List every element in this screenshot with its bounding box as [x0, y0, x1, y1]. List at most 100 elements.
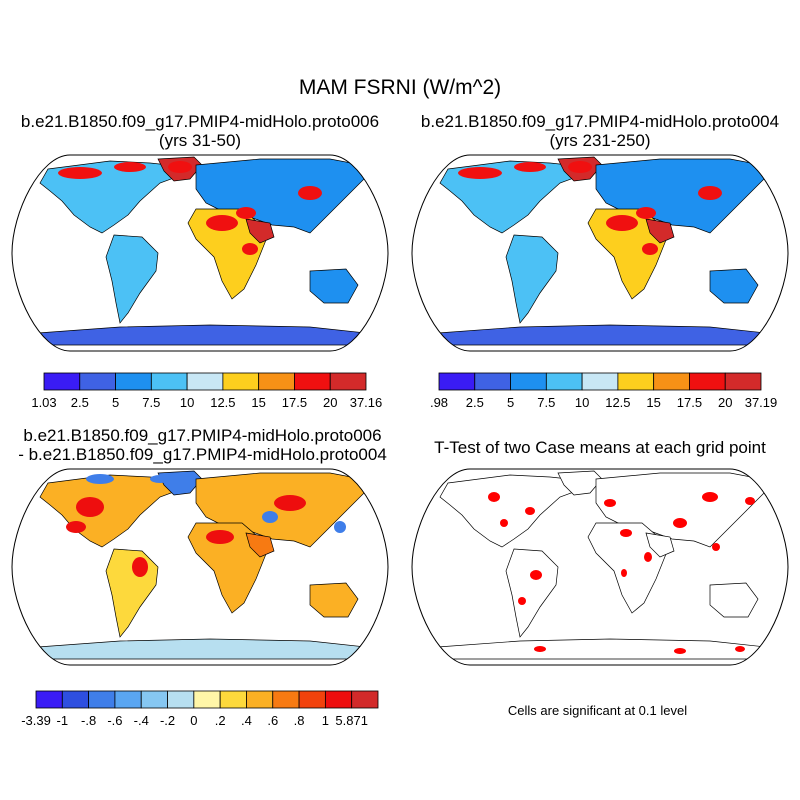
colorbar-box [88, 690, 116, 709]
colorbar-tick-label: .6 [267, 713, 278, 728]
colorbar-box [510, 372, 547, 391]
positive-anomaly-patch [132, 557, 148, 577]
significant-cell [534, 646, 546, 652]
continent-antarctica [37, 638, 367, 660]
warm-patch [114, 162, 146, 172]
continent-arabia [645, 218, 675, 244]
continent-antarctica [37, 324, 367, 346]
colorbar-case2: .98 2.5 5 7.5 10 12.5 15 17.5 20 37.19 [430, 372, 778, 410]
warm-patch [636, 207, 656, 219]
significant-cell [518, 597, 526, 605]
colorbar-tick-label: .8 [294, 713, 305, 728]
panel-title-case2: b.e21.B1850.f09_g17.PMIP4-midHolo.proto0… [405, 112, 795, 150]
colorbar-tick-label: 1.03 [31, 395, 56, 410]
significant-cell [604, 499, 616, 507]
colorbar-tick-label: 5 [507, 395, 514, 410]
colorbar-box [617, 372, 655, 391]
colorbar-tick-label: 10 [180, 395, 194, 410]
colorbar-box [272, 690, 300, 709]
significant-cell [620, 529, 632, 537]
colorbar-box [61, 690, 90, 709]
colorbar-tick-label: 5.871 [335, 713, 368, 728]
warm-patch [642, 243, 658, 255]
panel-title-ttest: T-Test of two Case means at each grid po… [434, 438, 766, 457]
continent-greenland [157, 470, 203, 496]
colorbar-tick-label: .2 [215, 713, 226, 728]
colorbar-tick-label: 37.16 [350, 395, 383, 410]
colorbar-tick-label: 0 [190, 713, 197, 728]
positive-anomaly-patch [274, 495, 306, 511]
colorbar-tick-label: 7.5 [537, 395, 555, 410]
negative-anomaly-patch [86, 474, 114, 484]
map-ttest [411, 468, 789, 666]
colorbar-box [79, 372, 116, 391]
colorbar-difference: -3.39 -1 -.8 -.6 -.4 -.2 0 .2 .4 .6 .8 1 5.871 [21, 690, 379, 728]
colorbar-box [329, 372, 367, 391]
colorbar-box [298, 690, 326, 709]
continent-south-america [105, 234, 159, 324]
significant-cell [712, 543, 720, 551]
map-case2 [411, 154, 789, 352]
panel-title-difference-line1: b.e21.B1850.f09_g17.PMIP4-midHolo.proto0… [23, 426, 382, 445]
colorbar-case1: 1.03 2.5 5 7.5 10 12.5 15 17.5 20 37.16 [31, 372, 383, 410]
warm-patch [568, 161, 592, 173]
significant-cell [702, 492, 718, 502]
significant-cell [500, 519, 508, 527]
panel-title-case2-line2: (yrs 231-250) [549, 131, 651, 150]
colorbar-box [581, 372, 619, 391]
warm-patch [514, 162, 546, 172]
colorbar-tick-label: 2.5 [71, 395, 89, 410]
colorbar-tick-label: -.4 [134, 713, 149, 728]
continent-south-america [105, 548, 159, 638]
colorbar-box [222, 372, 260, 391]
significance-note: Cells are significant at 0.1 level [507, 703, 688, 718]
continent-australia [709, 582, 759, 618]
colorbar-box [115, 372, 152, 391]
map-difference [11, 468, 389, 666]
continent-australia [309, 268, 359, 304]
map-frame [411, 154, 789, 352]
warm-patch [606, 215, 638, 231]
colorbar-tick-label: 37.19 [745, 395, 778, 410]
colorbar-box [351, 690, 379, 709]
colorbar-tick-label: 17.5 [282, 395, 307, 410]
continent-antarctica [437, 638, 767, 660]
warm-patch [236, 207, 256, 219]
colorbar-tick-label: 5 [112, 395, 119, 410]
colorbar-box [474, 372, 511, 391]
panel-title-case1-line2: (yrs 31-50) [158, 131, 242, 150]
colorbar-tick-label: 17.5 [677, 395, 702, 410]
colorbar-box [140, 690, 168, 709]
colorbar-tick-label: -1 [57, 713, 69, 728]
warm-patch [168, 161, 192, 173]
colorbar-tick-label: 2.5 [466, 395, 484, 410]
colorbar-box [114, 690, 142, 709]
colorbar-tick-label: 12.5 [210, 395, 235, 410]
colorbar-tick-label: -3.39 [21, 713, 51, 728]
significant-cell [488, 492, 500, 502]
negative-anomaly-patch [262, 511, 278, 523]
panel-title-difference: b.e21.B1850.f09_g17.PMIP4-midHolo.proto0… [5, 426, 400, 464]
significant-cell [525, 507, 535, 515]
colorbar-box [167, 690, 195, 709]
colorbar-box [219, 690, 247, 709]
colorbar-tick-label: .98 [430, 395, 448, 410]
significant-cell [530, 570, 542, 580]
continent-south-america [505, 234, 559, 324]
significant-cell [644, 552, 652, 562]
colorbar-box [689, 372, 726, 391]
continent-africa [187, 208, 269, 300]
colorbar-box [438, 372, 476, 391]
continent-africa [187, 522, 269, 614]
warm-patch [58, 167, 102, 179]
colorbar-box [545, 372, 583, 391]
continent-antarctica [437, 324, 767, 346]
continent-arabia [245, 218, 275, 244]
warm-patch [458, 167, 502, 179]
colorbar-tick-label: 15 [251, 395, 265, 410]
colorbar-tick-label: 15 [646, 395, 660, 410]
significant-cell [674, 648, 686, 654]
colorbar-tick-label: -.6 [107, 713, 122, 728]
colorbar-tick-label: 12.5 [605, 395, 630, 410]
panel-title-case1: b.e21.B1850.f09_g17.PMIP4-midHolo.proto0… [5, 112, 395, 150]
